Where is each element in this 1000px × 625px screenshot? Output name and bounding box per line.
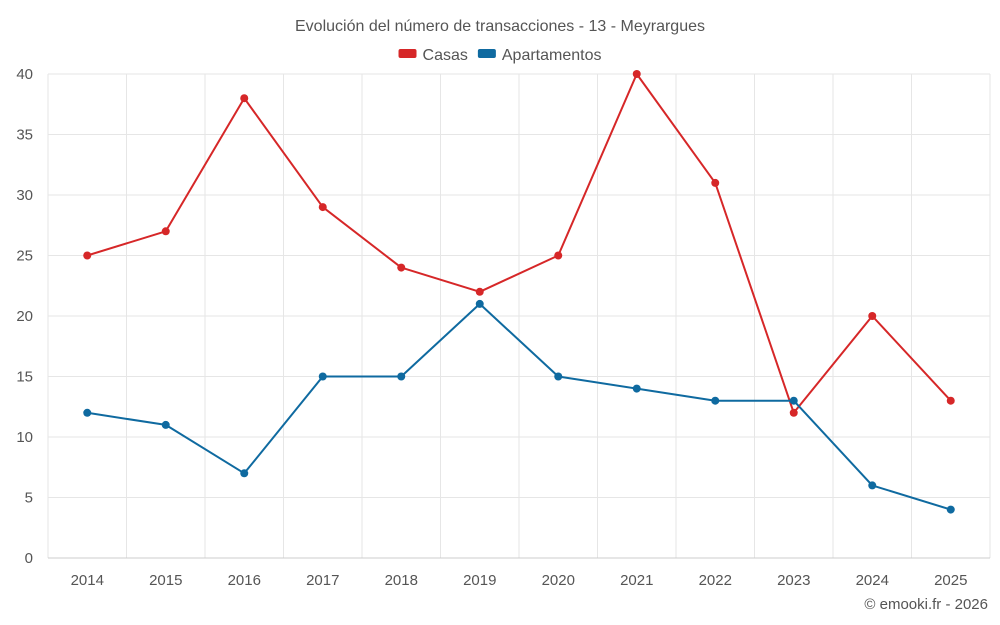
y-tick-label-25: 25 [16,248,33,265]
data-point-apartamentos-2015 [161,420,170,429]
legend-swatch-casas [398,49,417,58]
data-point-apartamentos-2023 [789,396,798,405]
y-tick-label-15: 15 [16,369,33,386]
credit-text: © emooki.fr - 2026 [864,596,988,613]
data-point-casas-2025 [946,396,955,405]
series-layer [83,70,955,514]
data-point-casas-2021 [632,70,641,78]
y-tick-label-0: 0 [25,550,33,567]
x-tick-label-2014: 2014 [71,572,104,589]
legend-label-apartamentos: Apartamentos [502,47,602,64]
data-point-apartamentos-2018 [397,372,406,381]
data-point-casas-2022 [711,178,720,187]
x-tick-label-2018: 2018 [385,572,418,589]
legend-label-casas: Casas [423,47,468,64]
x-tick-label-2021: 2021 [620,572,653,589]
x-tick-label-2023: 2023 [777,572,810,589]
data-point-casas-2017 [318,203,327,212]
data-point-casas-2019 [475,287,484,296]
data-point-apartamentos-2019 [475,299,484,308]
series-line-apartamentos [87,302,952,511]
x-tick-label-2015: 2015 [149,572,182,589]
data-point-casas-2024 [868,312,877,320]
legend-swatch-apartamentos [477,49,496,58]
series-line-casas [86,73,952,414]
data-point-apartamentos-2024 [868,481,877,490]
x-tick-label-2022: 2022 [699,572,732,589]
x-tick-label-2016: 2016 [228,572,261,589]
y-tick-label-5: 5 [25,490,33,507]
data-point-casas-2014 [83,251,92,260]
data-point-apartamentos-2016 [240,469,249,478]
y-tick-label-20: 20 [16,308,33,325]
y-tick-label-35: 35 [16,127,33,144]
data-point-casas-2016 [240,94,249,103]
data-point-apartamentos-2025 [946,505,955,514]
x-tick-label-2017: 2017 [306,572,339,589]
x-tick-label-2024: 2024 [856,572,889,589]
y-tick-label-10: 10 [16,429,33,446]
data-point-apartamentos-2021 [632,384,641,393]
x-tick-label-2020: 2020 [542,572,575,589]
data-point-casas-2020 [554,251,563,260]
x-tick-label-2019: 2019 [463,572,496,589]
data-point-casas-2015 [161,227,170,236]
y-axis: 0 5 10 15 20 25 30 35 40 [16,66,33,567]
grid [47,73,991,559]
y-tick-label-30: 30 [16,187,33,204]
data-point-apartamentos-2014 [83,408,92,417]
legend: Casas Apartamentos [398,47,602,64]
data-point-apartamentos-2022 [711,396,720,405]
data-point-apartamentos-2020 [554,372,563,381]
y-tick-label-40: 40 [16,66,33,83]
data-point-casas-2023 [789,408,798,417]
chart-title: Evolución del número de transacciones - … [295,18,705,35]
x-axis: 2014 2015 2016 2017 2018 2019 2020 2021 2022 2023… [71,572,968,589]
x-tick-label-2025: 2025 [934,572,967,589]
data-point-casas-2018 [397,263,406,272]
data-point-apartamentos-2017 [318,372,327,381]
